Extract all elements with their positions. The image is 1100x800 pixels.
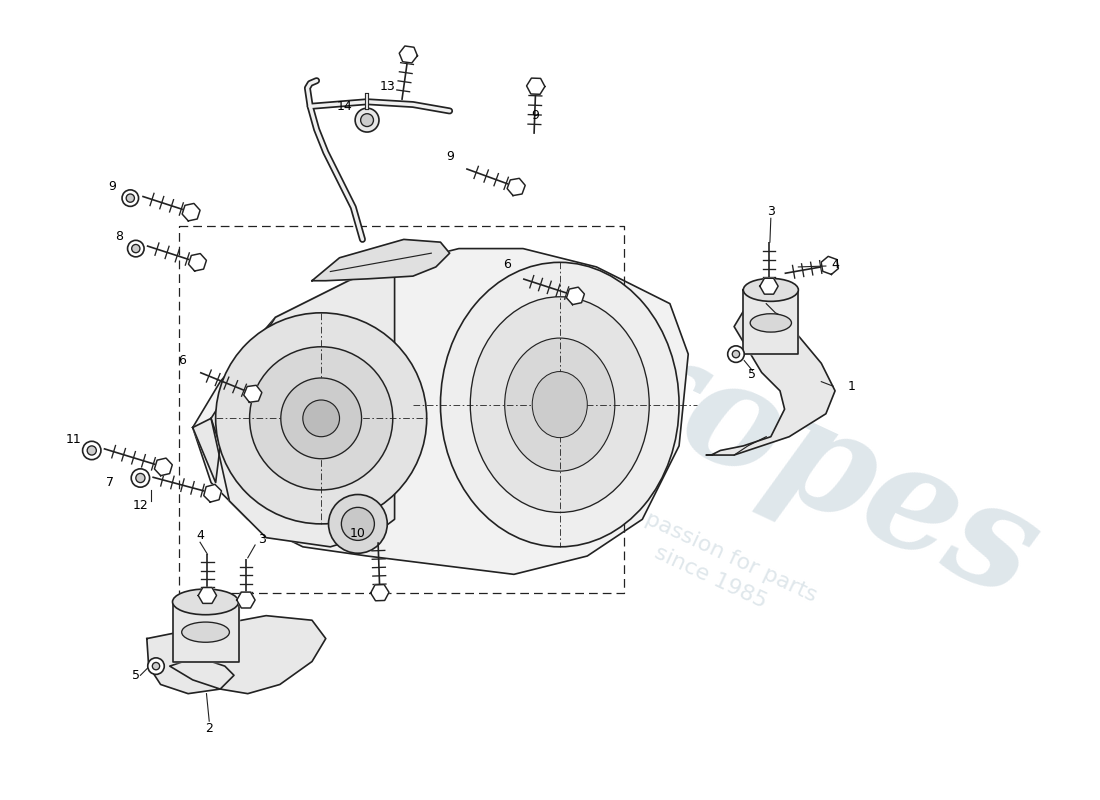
Text: 6: 6 [504, 258, 512, 270]
Polygon shape [244, 386, 262, 402]
Text: 13: 13 [379, 80, 395, 93]
Polygon shape [760, 278, 778, 294]
Polygon shape [154, 458, 173, 476]
Text: 9: 9 [447, 150, 454, 163]
Text: 6: 6 [178, 354, 186, 367]
Polygon shape [566, 287, 584, 305]
Text: 12: 12 [132, 499, 148, 512]
Ellipse shape [532, 371, 587, 438]
Circle shape [280, 378, 362, 458]
Circle shape [128, 240, 144, 257]
Circle shape [122, 190, 139, 206]
Ellipse shape [471, 297, 649, 513]
Text: 8: 8 [116, 230, 123, 243]
Circle shape [361, 114, 374, 126]
Circle shape [355, 108, 380, 132]
Polygon shape [399, 46, 417, 63]
Text: 9: 9 [108, 180, 115, 193]
Circle shape [87, 446, 97, 455]
Polygon shape [188, 254, 207, 271]
Polygon shape [173, 602, 239, 662]
Text: 1: 1 [848, 380, 856, 393]
Text: 5: 5 [748, 368, 757, 381]
Ellipse shape [744, 278, 799, 302]
Ellipse shape [440, 262, 679, 547]
Circle shape [329, 494, 387, 554]
Text: a passion for parts
since 1985: a passion for parts since 1985 [612, 500, 820, 630]
Circle shape [152, 662, 160, 670]
Text: 4: 4 [832, 258, 839, 270]
Text: 4: 4 [196, 530, 204, 542]
Text: europes: europes [410, 226, 1058, 629]
Text: 14: 14 [338, 100, 353, 113]
Text: 9: 9 [531, 109, 539, 122]
Text: 5: 5 [132, 669, 140, 682]
Text: 3: 3 [767, 206, 774, 218]
Ellipse shape [505, 338, 615, 471]
Circle shape [302, 400, 340, 437]
Ellipse shape [750, 314, 792, 332]
Polygon shape [198, 587, 217, 603]
Polygon shape [146, 616, 326, 694]
Text: 7: 7 [106, 476, 114, 489]
Text: 10: 10 [350, 526, 366, 539]
Polygon shape [822, 256, 838, 274]
Polygon shape [744, 290, 799, 354]
Polygon shape [312, 239, 450, 281]
Polygon shape [183, 203, 200, 221]
Polygon shape [236, 592, 255, 608]
Circle shape [131, 469, 150, 487]
Circle shape [132, 245, 140, 253]
Text: 2: 2 [206, 722, 213, 735]
Text: 11: 11 [66, 433, 81, 446]
Polygon shape [527, 78, 544, 94]
Polygon shape [211, 267, 395, 547]
Circle shape [82, 442, 101, 460]
Circle shape [135, 474, 145, 482]
Circle shape [250, 346, 393, 490]
Ellipse shape [182, 622, 230, 642]
Circle shape [147, 658, 164, 674]
Circle shape [728, 346, 745, 362]
Circle shape [733, 350, 739, 358]
Polygon shape [371, 585, 389, 601]
Polygon shape [192, 249, 689, 574]
Text: 3: 3 [257, 533, 265, 546]
Ellipse shape [173, 589, 239, 614]
Circle shape [341, 507, 374, 541]
Circle shape [126, 194, 134, 202]
Polygon shape [192, 418, 220, 482]
Polygon shape [204, 484, 221, 502]
Circle shape [216, 313, 427, 524]
Polygon shape [507, 178, 525, 195]
Polygon shape [706, 299, 835, 455]
